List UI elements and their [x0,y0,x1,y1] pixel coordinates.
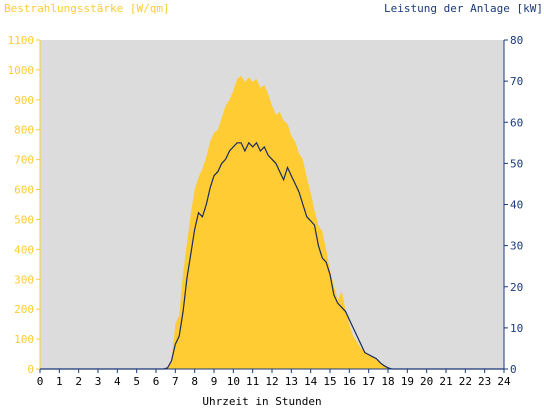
right-tick-label: 30 [510,240,523,253]
left-tick-label: 100 [14,333,34,346]
left-tick-label: 400 [14,243,34,256]
x-tick-label: 22 [459,375,472,388]
x-tick-label: 1 [56,375,63,388]
left-axis-title: Bestrahlungsstärke [W/qm] [4,2,170,15]
x-tick-label: 19 [401,375,414,388]
x-axis-title: Uhrzeit in Stunden [202,395,321,408]
x-tick-label: 7 [172,375,179,388]
x-tick-label: 9 [211,375,218,388]
series-layer [40,75,504,370]
right-tick-label: 80 [510,34,523,47]
x-tick-label: 16 [343,375,356,388]
x-tick-label: 20 [420,375,433,388]
left-tick-label: 1100 [8,34,35,47]
right-tick-label: 50 [510,157,523,170]
right-tick-label: 60 [510,116,523,129]
x-tick-label: 10 [227,375,240,388]
right-axis-title: Leistung der Anlage [kW] [384,2,543,15]
x-tick-label: 11 [246,375,259,388]
x-tick-label: 12 [265,375,278,388]
x-tick-label: 15 [323,375,336,388]
x-tick-label: 13 [285,375,298,388]
x-tick-label: 4 [114,375,121,388]
x-tick-label: 6 [153,375,160,388]
x-tick-label: 24 [497,375,511,388]
left-tick-label: 200 [14,303,34,316]
left-tick-label: 300 [14,273,34,286]
x-tick-label: 14 [304,375,318,388]
x-axis-ticks: 0 1 2 3 4 5 6 7 8 9 10 11 12 13 14 15 16 17 18 19 20 21 22 23 24 [37,369,511,388]
x-tick-label: 8 [191,375,198,388]
left-tick-label: 600 [14,184,34,197]
x-tick-label: 3 [95,375,102,388]
left-tick-label: 1000 [8,64,35,77]
left-tick-label: 0 [27,363,34,376]
left-tick-label: 800 [14,124,34,137]
left-tick-label: 500 [14,213,34,226]
left-tick-label: 700 [14,154,34,167]
x-tick-label: 18 [381,375,394,388]
left-tick-label: 900 [14,94,34,107]
right-axis-ticks: 0 10 20 30 40 50 60 70 80 [504,34,523,376]
x-tick-label: 23 [478,375,491,388]
right-tick-label: 70 [510,75,523,88]
x-tick-label: 5 [133,375,140,388]
right-tick-label: 10 [510,322,523,335]
x-tick-label: 0 [37,375,44,388]
right-tick-label: 40 [510,199,523,212]
x-tick-label: 2 [75,375,82,388]
left-axis-ticks: 0 100 200 300 400 500 600 700 800 900 1000 1100 [8,34,40,376]
right-tick-label: 20 [510,281,523,294]
series-irradiance-area [40,75,504,370]
x-tick-label: 17 [362,375,375,388]
series-power-line [40,141,504,370]
right-tick-label: 0 [510,363,517,376]
x-tick-label: 21 [439,375,452,388]
